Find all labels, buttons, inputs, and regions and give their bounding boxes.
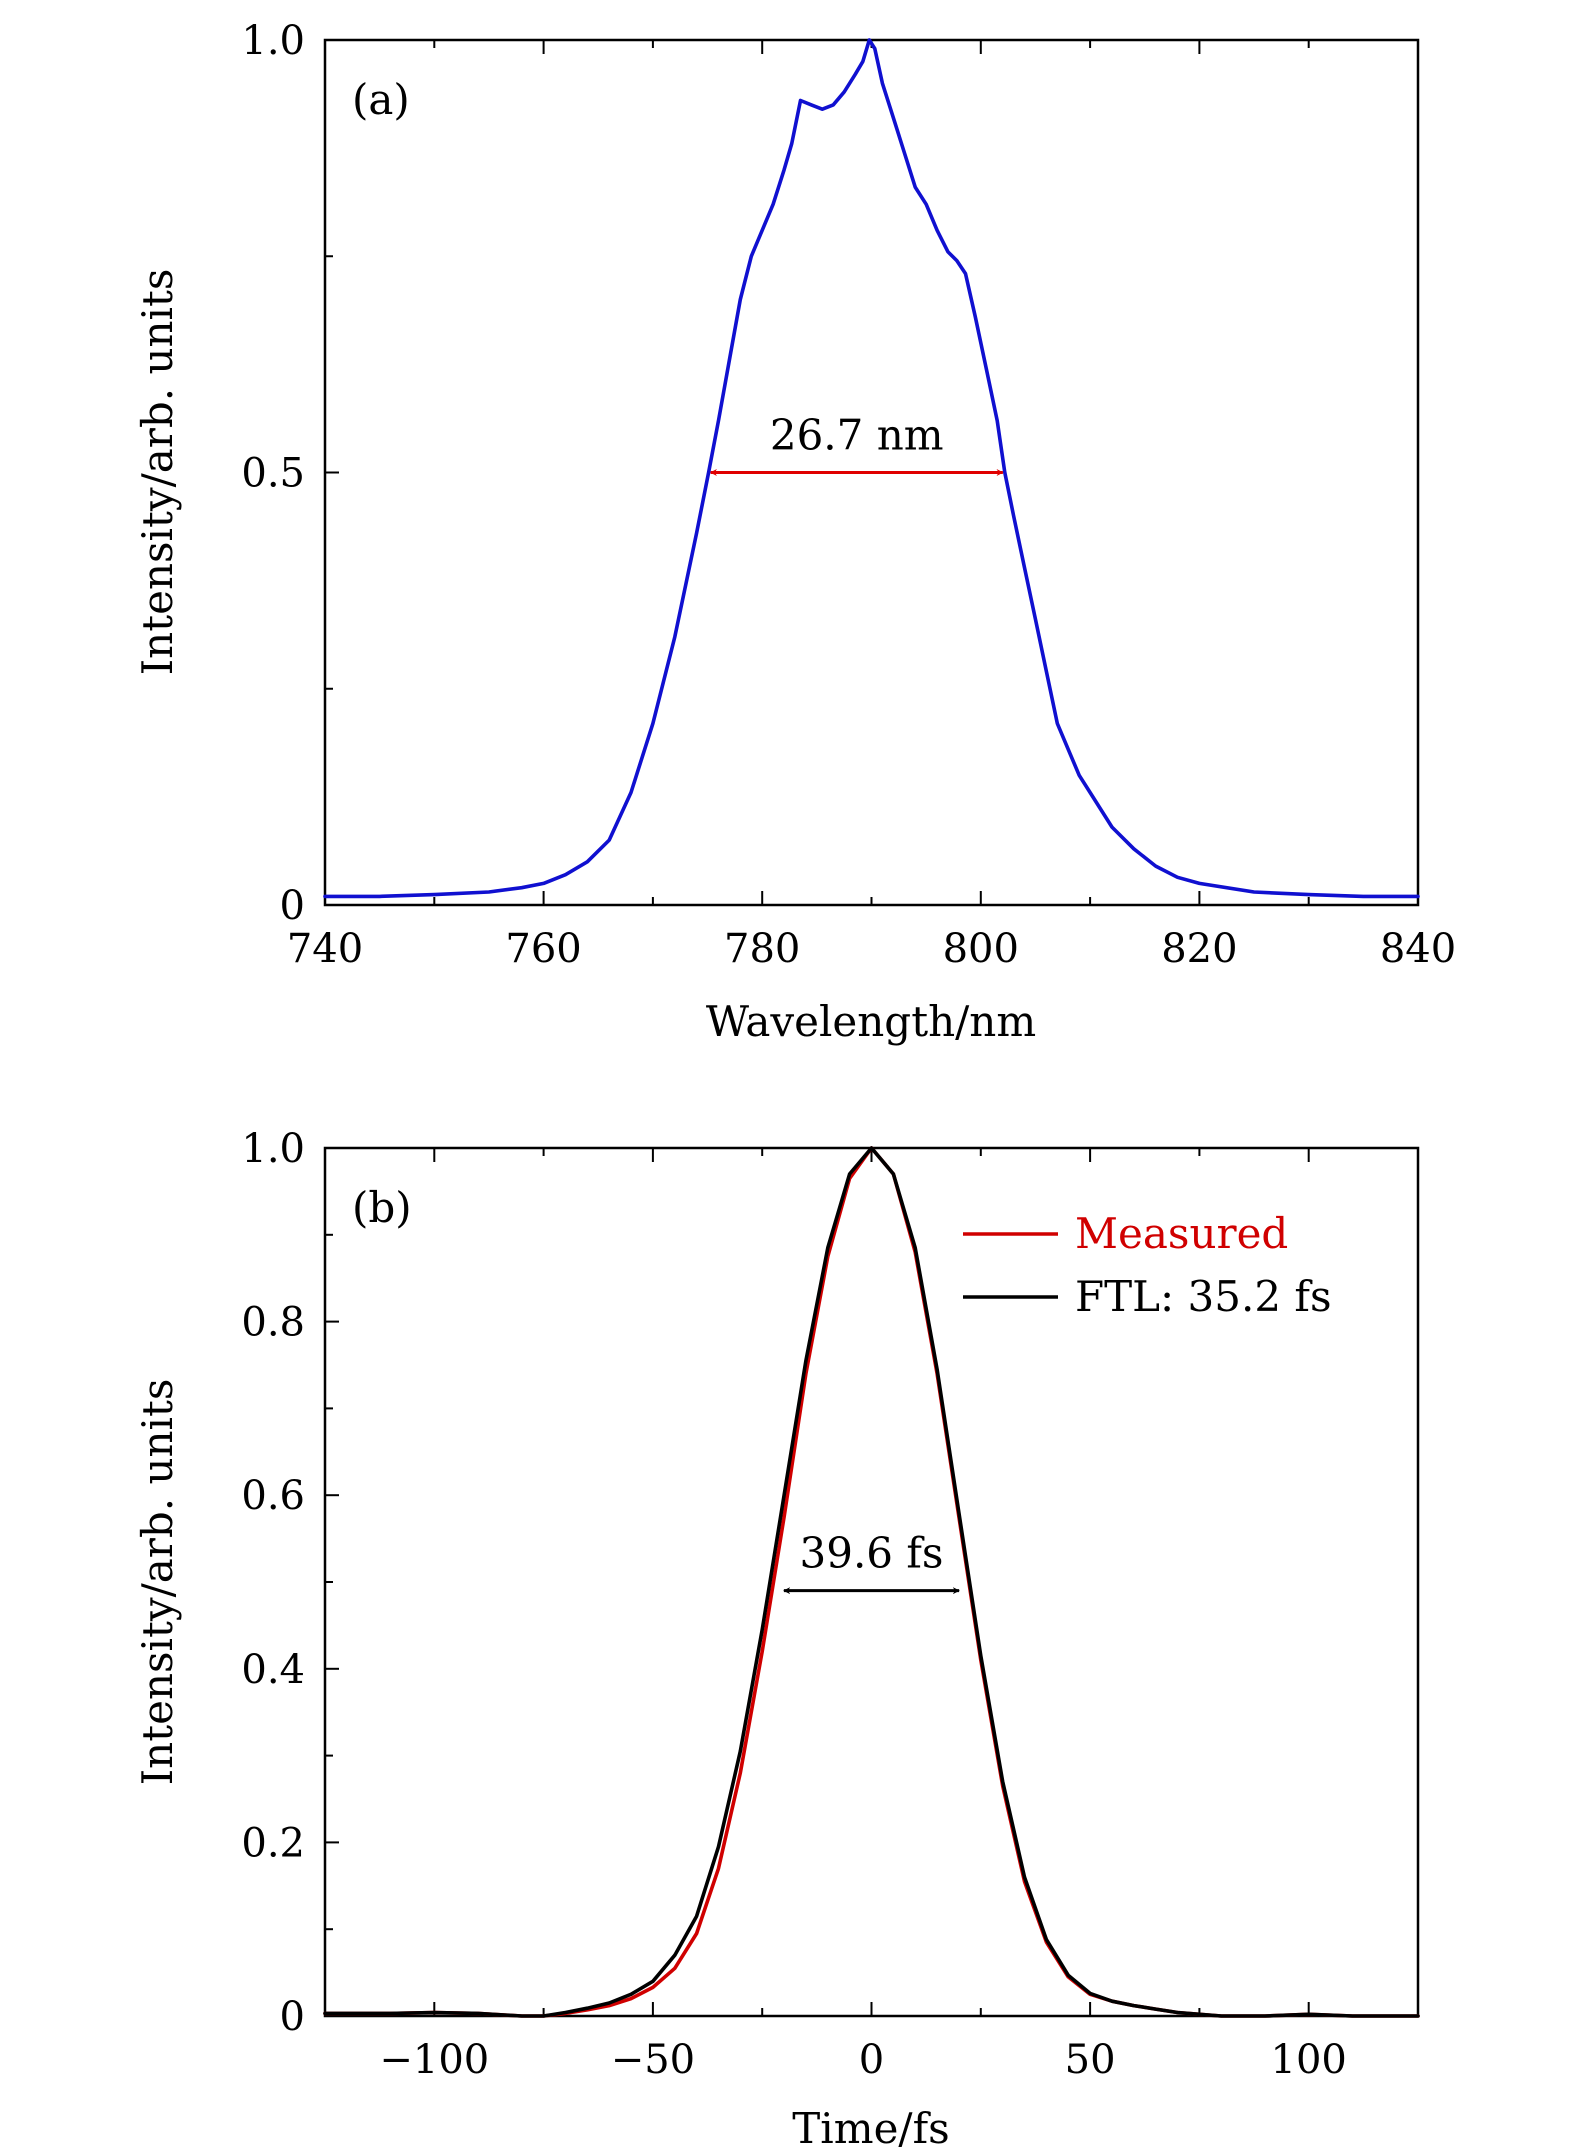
panel-b-xtick-label-4: 100	[1271, 2037, 1347, 2083]
panel-a-tick-labels: 740 760 780 800 820 840 0 0.5 1.0	[241, 18, 1456, 972]
panel-b-ytick-label-2: 0.4	[241, 1647, 305, 1693]
panel-b-y-axis-title: Intensity/arb. units	[133, 1379, 182, 1786]
panel-b-xtick-label-1: −50	[611, 2037, 695, 2083]
panel-b-ytick-label-4: 0.8	[241, 1300, 305, 1346]
panel-a-tick-marks	[324, 39, 1419, 906]
panel-a-y-axis-title: Intensity/arb. units	[133, 269, 182, 676]
panel-a-ytick-label-0: 0	[280, 883, 305, 929]
panel-a-xtick-label-1: 760	[505, 926, 581, 972]
panel-a-xtick-label-3: 800	[943, 926, 1019, 972]
panel-a-xtick-label-2: 780	[724, 926, 800, 972]
panel-b-ytick-label-5: 1.0	[241, 1126, 305, 1172]
panel-b-x-axis-title: Time/fs	[792, 2104, 949, 2153]
panel-a-ytick-label-2: 1.0	[241, 18, 305, 64]
panel-a-x-axis-title: Wavelength/nm	[706, 997, 1036, 1046]
panel-b-series	[323, 1146, 1420, 2018]
panel-a-xtick-label-4: 820	[1161, 926, 1237, 972]
panel-b-fwhm-label: 39.6 fs	[800, 1529, 944, 1578]
panel-b-xtick-label-2: 0	[859, 2037, 884, 2083]
panel-a-xtick-label-0: 740	[287, 926, 363, 972]
panel-b-legend: Measured FTL: 35.2 fs	[963, 1209, 1332, 1321]
panel-a-fwhm-label: 26.7 nm	[770, 411, 944, 460]
panel-b-series-ftl-35-2-fs	[323, 1146, 1420, 2018]
panel-b-label: (b)	[352, 1183, 412, 1232]
panel-b-xtick-label-3: 50	[1065, 2037, 1116, 2083]
panel-a-spectrum: 740 760 780 800 820 840 0 0.5 1.0 26.7 nm (a) Wa…	[133, 18, 1456, 1046]
panel-a-label: (a)	[352, 75, 410, 124]
panel-a-series	[323, 38, 1420, 899]
legend-label-measured: Measured	[1075, 1209, 1288, 1258]
panel-a-xtick-label-5: 840	[1380, 926, 1456, 972]
panel-b-ytick-label-1: 0.2	[241, 1820, 305, 1866]
panel-a-series-spectrum	[323, 38, 1420, 899]
panel-b-xtick-label-0: −100	[379, 2037, 489, 2083]
panel-b-ytick-label-0: 0	[280, 1994, 305, 2040]
panel-a-ytick-label-1: 0.5	[241, 451, 305, 497]
panel-b-pulse: −100 −50 0 50 100 0 0.2 0.4 0.6 0.8 1.0 39.6 fs (b…	[133, 1126, 1420, 2153]
panel-a-annotation: 26.7 nm	[709, 411, 1004, 476]
panel-b-tick-labels: −100 −50 0 50 100 0 0.2 0.4 0.6 0.8 1.0	[241, 1126, 1347, 2083]
panel-b-annotation: 39.6 fs	[783, 1529, 960, 1595]
panel-b-ytick-label-3: 0.6	[241, 1473, 305, 1519]
legend-label-ftl: FTL: 35.2 fs	[1075, 1272, 1332, 1321]
